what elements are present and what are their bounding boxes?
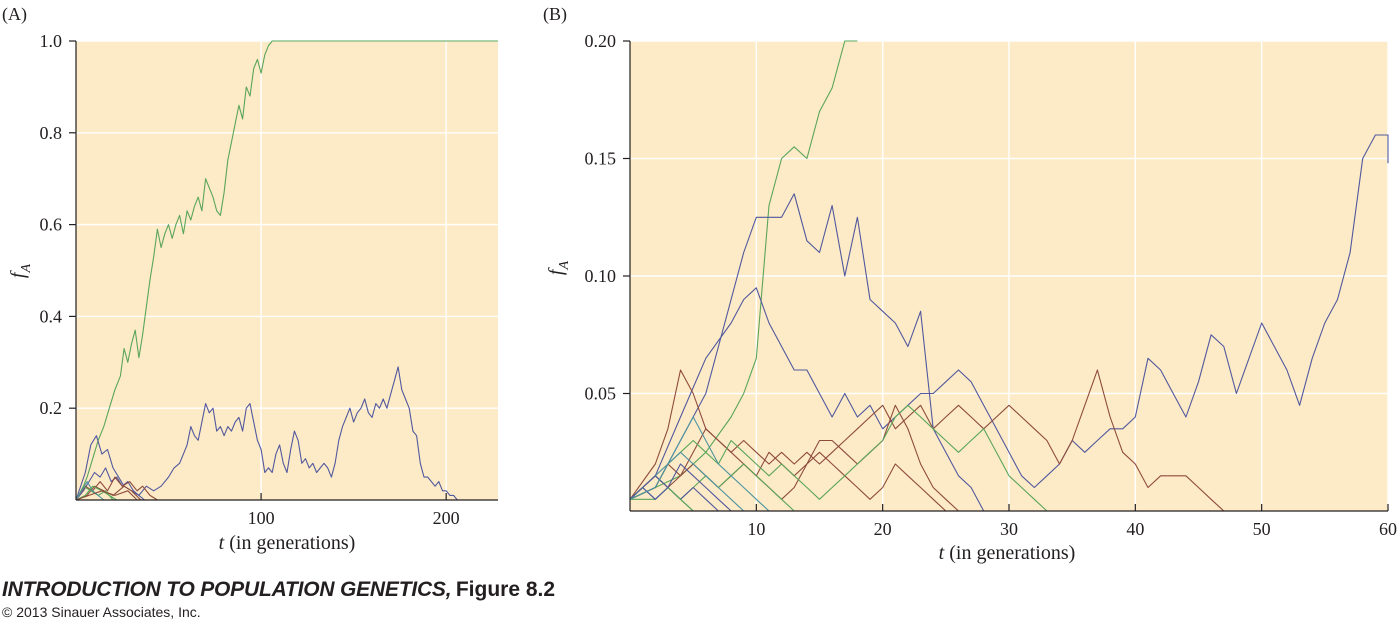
series-line-b-6 <box>629 404 1048 512</box>
x-tick-label-b-1: 20 <box>874 519 892 539</box>
x-tick-label-b-5: 60 <box>1379 519 1397 539</box>
x-tick-label-b-0: 10 <box>747 519 765 539</box>
book-title: INTRODUCTION TO POPULATION GENETICS, <box>2 578 452 601</box>
x-tick-label-b-3: 40 <box>1126 519 1144 539</box>
x-tick-label-b-4: 50 <box>1253 519 1271 539</box>
y-tick-label-a-2: 0.6 <box>40 215 63 235</box>
series-line-a-6 <box>75 481 105 501</box>
plot-area-a <box>76 41 498 500</box>
x-axis-rest-b: (in generations) <box>944 542 1075 564</box>
y-tick-label-a-4: 1.0 <box>40 31 63 51</box>
series-line-a-1 <box>75 366 458 501</box>
series-line-a-0 <box>75 40 498 501</box>
x-tick-label-a-0: 100 <box>248 508 275 528</box>
panel-a: 100 200 0.2 0.4 0.6 0.8 1.0 (A) t (in generati… <box>2 4 498 554</box>
figure-number: Figure 8.2 <box>455 578 556 601</box>
panel-label-b: (B) <box>543 4 567 25</box>
copyright-notice: © 2013 Sinauer Associates, Inc. <box>2 604 201 620</box>
y-tick-label-a-1: 0.4 <box>40 306 63 326</box>
y-tick-label-b-2: 0.15 <box>585 149 617 169</box>
x-tick-label-b-2: 30 <box>1000 519 1018 539</box>
y-tick-label-a-0: 0.2 <box>40 398 63 418</box>
x-tick-label-a-1: 200 <box>433 508 460 528</box>
x-axis-var-b: t <box>939 542 945 564</box>
series-line-b-4 <box>629 404 959 512</box>
y-tick-label-b-0: 0.05 <box>585 384 617 404</box>
x-axis-rest-a: (in generations) <box>224 532 355 554</box>
series-line-b-13 <box>629 416 770 512</box>
y-axis-var-a: f <box>7 270 29 278</box>
series-line-a-2 <box>75 467 145 501</box>
figure-caption: INTRODUCTION TO POPULATION GENETICS, Fig… <box>2 578 555 602</box>
panel-b: 10 20 30 40 50 60 0.05 0.10 0.15 0.20 (B) t (in g… <box>543 4 1397 564</box>
panel-label-a: (A) <box>2 4 27 25</box>
y-tick-label-b-1: 0.10 <box>585 266 617 286</box>
series-line-b-2 <box>629 134 1389 500</box>
series-line-a-8 <box>75 490 138 501</box>
y-axis-label-a: fA <box>7 264 34 279</box>
y-tick-label-b-3: 0.20 <box>585 31 617 51</box>
y-axis-var-b: f <box>545 267 567 275</box>
y-axis-sub-a: A <box>19 264 34 274</box>
series-line-a-7 <box>75 485 117 501</box>
series-line-b-12 <box>629 463 732 512</box>
y-tick-label-a-3: 0.8 <box>40 123 63 143</box>
x-axis-label-b: t (in generations) <box>939 542 1076 564</box>
x-axis-var-a: t <box>219 532 225 554</box>
y-axis-sub-b: A <box>557 261 572 271</box>
x-axis-label-a: t (in generations) <box>219 532 356 554</box>
y-axis-label-b: fA <box>545 261 572 276</box>
